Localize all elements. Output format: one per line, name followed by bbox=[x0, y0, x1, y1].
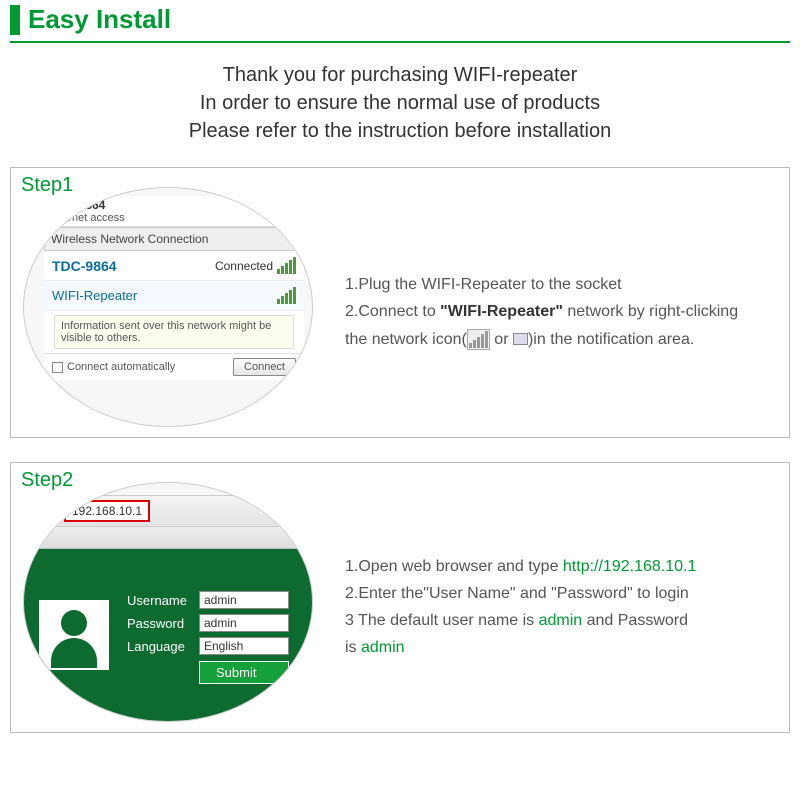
header: Easy Install bbox=[10, 0, 790, 43]
avatar-icon bbox=[39, 600, 109, 670]
intro-line-3: Please refer to the instruction before i… bbox=[0, 117, 800, 145]
step2-content: 192.168.10.1 Username admin Password bbox=[11, 492, 789, 732]
wifi-warning: Information sent over this network might… bbox=[54, 315, 294, 349]
monitor-icon bbox=[513, 333, 528, 345]
chevron-up-icon: ▴ bbox=[291, 232, 297, 246]
step1-lens: TDC-9864 Internet access Wireless Networ… bbox=[23, 187, 313, 427]
step2-box: Step2 192.168.10.1 Username admin bbox=[10, 462, 790, 733]
step2-instr-4: is admin bbox=[345, 634, 696, 661]
submit-button[interactable]: Submit bbox=[199, 661, 289, 684]
wifi-row-repeater[interactable]: WIFI-Repeater bbox=[44, 281, 304, 311]
address-highlight[interactable]: 192.168.10.1 bbox=[64, 500, 150, 522]
wifi-name-2: WIFI-Repeater bbox=[52, 288, 137, 303]
step2-instr-1: 1.Open web browser and type http://192.1… bbox=[345, 553, 696, 580]
wifi-status-1: Connected bbox=[215, 259, 273, 273]
step1-content: TDC-9864 Internet access Wireless Networ… bbox=[11, 197, 789, 437]
header-title: Easy Install bbox=[28, 4, 171, 35]
current-status: Internet access bbox=[50, 212, 298, 224]
password-input[interactable]: admin bbox=[199, 614, 289, 632]
connect-button[interactable]: Connect bbox=[233, 358, 296, 376]
wifi-current: TDC-9864 Internet access bbox=[44, 196, 304, 227]
password-label: Password bbox=[127, 616, 199, 631]
step2-instr-2: 2.Enter the"User Name" and "Password" to… bbox=[345, 580, 696, 607]
tab-strip bbox=[24, 527, 312, 549]
address-bar: 192.168.10.1 bbox=[24, 495, 312, 527]
username-input[interactable]: admin bbox=[199, 591, 289, 609]
step1-instr-3: the network icon( or )in the notificatio… bbox=[345, 326, 738, 353]
current-ssid: TDC-9864 bbox=[50, 198, 298, 212]
step2-lens: 192.168.10.1 Username admin Password bbox=[23, 482, 313, 722]
language-label: Language bbox=[127, 639, 199, 654]
password-row: Password admin bbox=[127, 614, 289, 632]
wifi-section-label: Wireless Network Connection bbox=[51, 232, 208, 246]
signal-bars-icon bbox=[467, 329, 490, 350]
step1-illustration: TDC-9864 Internet access Wireless Networ… bbox=[23, 197, 313, 427]
signal-icon bbox=[277, 287, 296, 304]
intro-line-2: In order to ensure the normal use of pro… bbox=[0, 89, 800, 117]
language-select[interactable]: English bbox=[199, 637, 289, 655]
username-row: Username admin bbox=[127, 591, 289, 609]
step2-illustration: 192.168.10.1 Username admin Password bbox=[23, 492, 313, 722]
step2-instructions: 1.Open web browser and type http://192.1… bbox=[313, 553, 696, 662]
step1-instr-2: 2.Connect to "WIFI-Repeater" network by … bbox=[345, 298, 738, 325]
intro-text: Thank you for purchasing WIFI-repeater I… bbox=[0, 43, 800, 167]
wifi-row-connected[interactable]: TDC-9864 Connected bbox=[44, 251, 304, 281]
checkbox-icon[interactable] bbox=[52, 362, 63, 373]
wifi-bottom-bar: Connect automatically Connect bbox=[44, 353, 304, 380]
wifi-popup: TDC-9864 Internet access Wireless Networ… bbox=[44, 196, 304, 380]
wifi-name-1: TDC-9864 bbox=[52, 258, 117, 274]
auto-connect-label: Connect automatically bbox=[67, 361, 175, 373]
wifi-section-title: Wireless Network Connection ▴ bbox=[44, 227, 304, 251]
step2-instr-3: 3 The default user name is admin and Pas… bbox=[345, 607, 696, 634]
step1-instructions: 1.Plug the WIFI-Repeater to the socket 2… bbox=[313, 271, 738, 353]
header-accent-bar bbox=[10, 5, 20, 35]
username-label: Username bbox=[127, 593, 199, 608]
language-row: Language English bbox=[127, 637, 289, 655]
login-form: Username admin Password admin Language E… bbox=[127, 586, 289, 684]
signal-icon bbox=[277, 257, 296, 274]
login-panel: Username admin Password admin Language E… bbox=[24, 549, 312, 721]
step1-box: Step1 TDC-9864 Internet access Wireless … bbox=[10, 167, 790, 438]
step1-instr-1: 1.Plug the WIFI-Repeater to the socket bbox=[345, 271, 738, 298]
browser-mock: 192.168.10.1 Username admin Password bbox=[24, 483, 312, 721]
intro-line-1: Thank you for purchasing WIFI-repeater bbox=[0, 61, 800, 89]
